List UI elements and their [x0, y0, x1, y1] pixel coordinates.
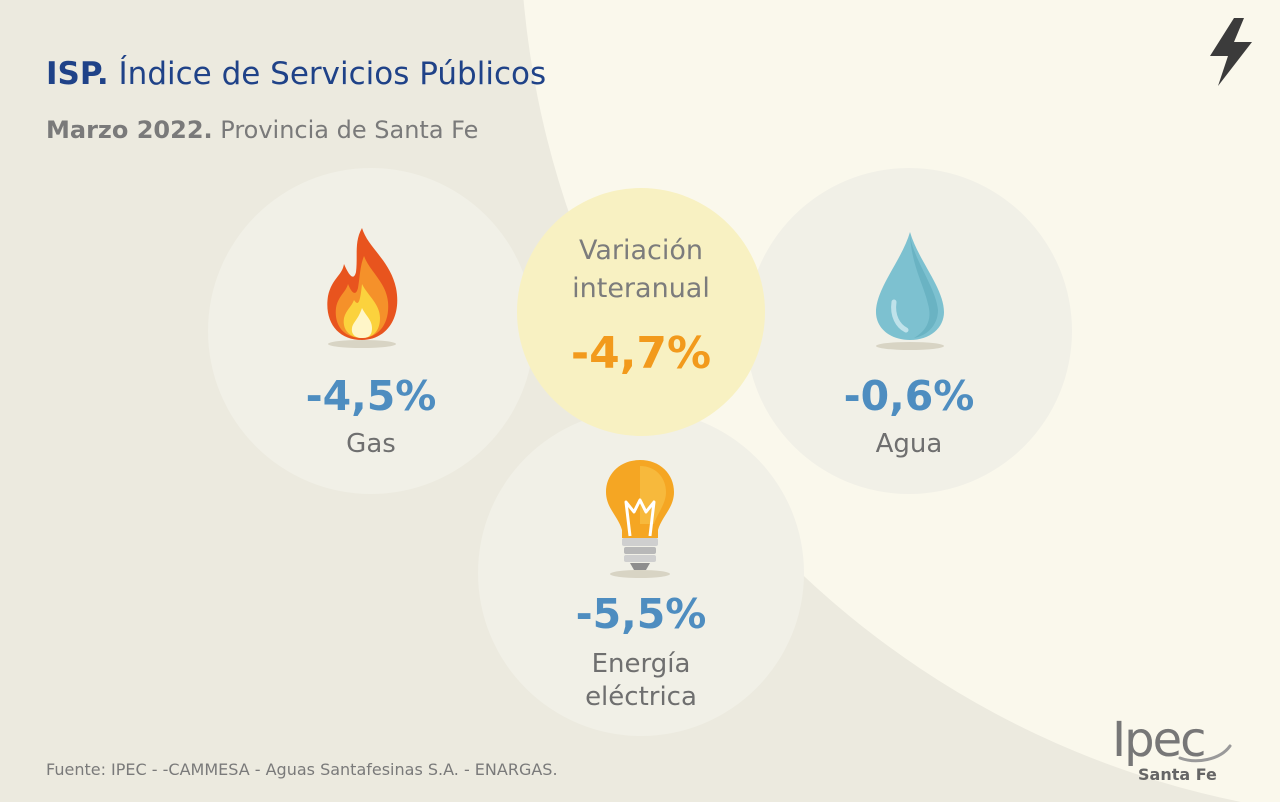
- lightning-bolt-icon: [1210, 18, 1252, 86]
- page-title: ISP. Índice de Servicios Públicos: [46, 56, 547, 92]
- variacion-circle: [517, 188, 765, 436]
- energia-label: Energía eléctrica: [585, 649, 697, 712]
- logo-name: Ipec: [1112, 712, 1207, 768]
- light-bulb-icon: [606, 460, 674, 578]
- logo-swoosh-icon: [1178, 744, 1232, 763]
- flame-icon: [327, 228, 398, 348]
- agua-label: Agua: [875, 429, 943, 459]
- logo-subtitle: Santa Fe: [1138, 765, 1217, 784]
- source-footer: Fuente: IPEC - -CAMMESA - Aguas Santafes…: [46, 760, 558, 779]
- gas-label: Gas: [346, 429, 396, 459]
- page-subtitle: Marzo 2022. Provincia de Santa Fe: [46, 116, 479, 144]
- agua-value: -0,6%: [843, 372, 975, 420]
- gas-value: -4,5%: [305, 372, 437, 420]
- variacion-value: -4,7%: [570, 328, 712, 379]
- energia-value: -5,5%: [575, 590, 707, 638]
- water-drop-icon: [876, 232, 944, 350]
- variacion-label: Variación interanual: [572, 235, 710, 304]
